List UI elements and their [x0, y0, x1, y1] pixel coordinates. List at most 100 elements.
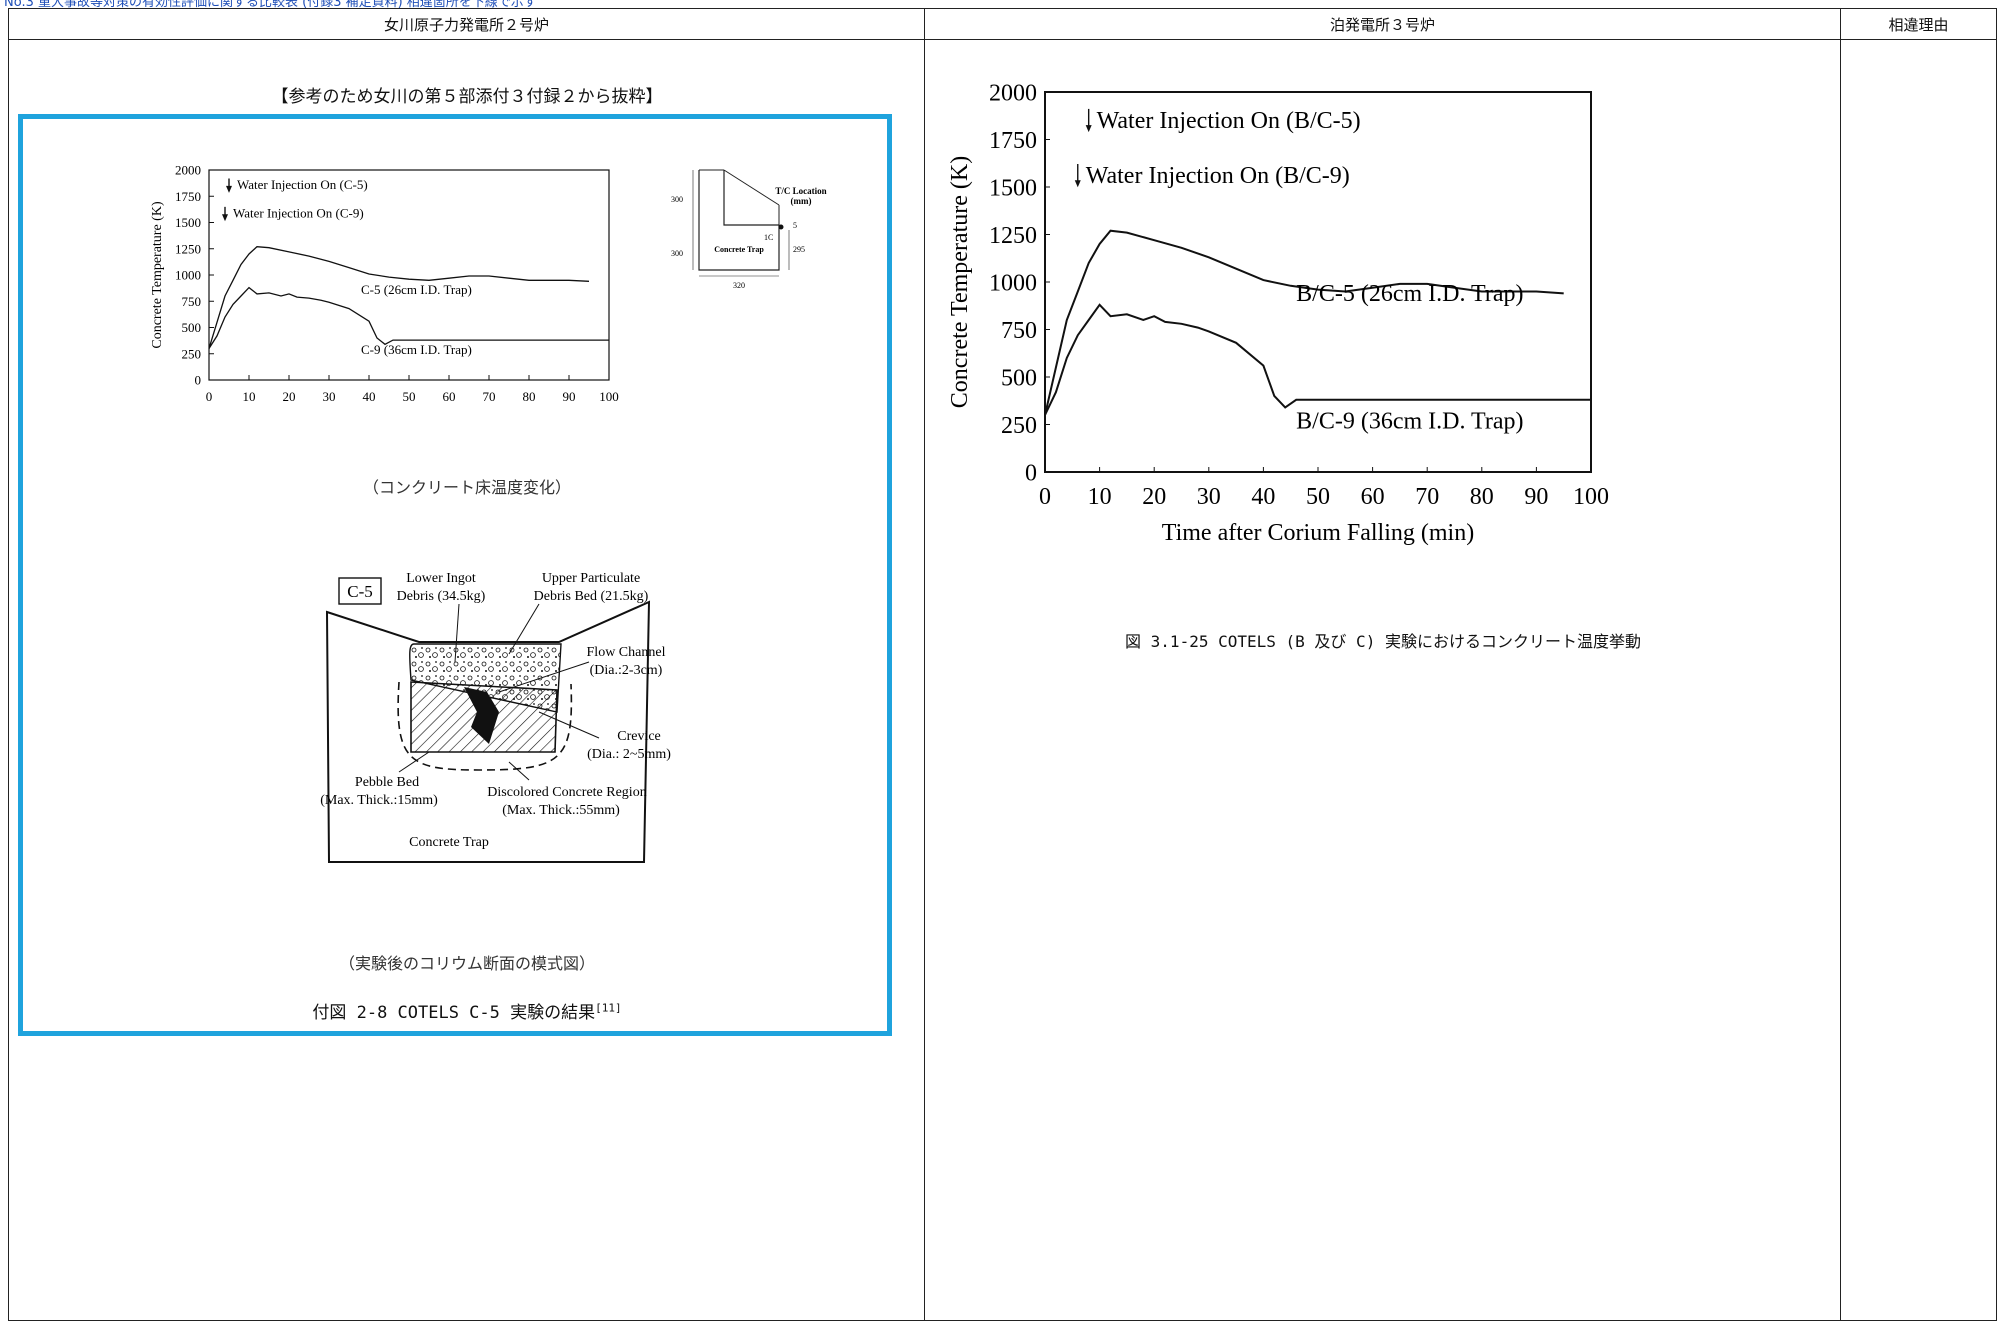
pebble-bed-label-1: Pebble Bed	[355, 775, 419, 790]
x-tick-label: 30	[1197, 484, 1221, 510]
tomari-figure-caption: 図 3.1-25 COTELS (B 及び C) 実験におけるコンクリート温度挙…	[1125, 632, 1641, 651]
crevice-label-2: (Dia.: 2~5mm)	[587, 747, 671, 762]
y-tick-label: 750	[182, 294, 202, 309]
y-tick-label: 2000	[989, 80, 1037, 106]
lower-ingot-label-2: Debris (34.5kg)	[397, 589, 486, 604]
x-tick-label: 90	[1524, 484, 1548, 510]
series-line-2	[208, 286, 609, 349]
corium-cross-section-schematic: C-5 Lower Ingot Debris (34.5kg) Upper Pa…	[320, 571, 671, 863]
x-tick-label: 10	[243, 389, 256, 404]
onagawa-figure-caption: 付図 2-8 COTELS C-5 実験の結果[11]	[9, 998, 925, 1023]
x-tick-label: 80	[1470, 484, 1494, 510]
y-tick-label: 0	[1025, 460, 1037, 486]
x-tick-label: 60	[1361, 484, 1385, 510]
x-tick-label: 60	[443, 389, 456, 404]
injection-annotation-1: Water Injection On (B/C-5)	[1097, 108, 1361, 134]
inset-title: T/C Location	[775, 186, 826, 196]
pebble-bed-label-2: (Max. Thick.:15mm)	[320, 793, 438, 808]
x-tick-label: 100	[1573, 484, 1609, 510]
inset-unit: (mm)	[791, 196, 812, 206]
x-tick-label: 20	[283, 389, 296, 404]
inset-tc-label: 1C	[764, 233, 773, 242]
x-tick-label: 70	[1415, 484, 1439, 510]
y-tick-label: 1250	[175, 241, 201, 256]
y-tick-label: 750	[1001, 318, 1037, 344]
excerpt-note: 【参考のため女川の第５部添付３付録２から抜粋】	[271, 87, 663, 107]
injection-arrowhead-1	[1085, 125, 1092, 133]
header-note-text: No.3 重大事故等対策の有効性評価に関する比較表 (付録3 補足資料) 相違箇…	[4, 0, 537, 8]
reason-cell	[1840, 39, 1997, 1321]
y-tick-label: 1750	[989, 128, 1037, 154]
y-tick-label: 0	[195, 373, 202, 388]
discolored-label-2: (Max. Thick.:55mm)	[502, 803, 620, 818]
x-tick-label: 30	[323, 389, 336, 404]
y-tick-label: 1750	[175, 189, 201, 204]
series-line-2	[1044, 303, 1591, 416]
series-line-1	[1044, 229, 1564, 416]
chart-caption: （コンクリート床温度変化）	[362, 478, 571, 497]
y-tick-label: 1250	[989, 223, 1037, 249]
inset-dim-320: 320	[733, 281, 745, 290]
y-tick-label: 250	[182, 346, 202, 361]
upper-particulate-label-2: Debris Bed (21.5kg)	[534, 589, 649, 604]
excerpt-highlight-box	[18, 114, 892, 1036]
inset-dim-300b: 300	[671, 249, 683, 258]
x-tick-label: 40	[1251, 484, 1275, 510]
y-tick-label: 500	[1001, 365, 1037, 391]
series-label-2: C-9 (36cm I.D. Trap)	[361, 342, 472, 357]
col-header-reason: 相違理由	[1840, 8, 1997, 40]
y-tick-label: 1500	[175, 215, 201, 230]
x-tick-label: 50	[1306, 484, 1330, 510]
tc-location-inset: T/C Location (mm) 300 300 5 295 320 1C C…	[671, 169, 827, 290]
x-tick-label: 90	[563, 389, 576, 404]
series-label-1: C-5 (26cm I.D. Trap)	[361, 282, 472, 297]
x-tick-label: 70	[483, 389, 496, 404]
injection-arrowhead-2	[1074, 180, 1081, 188]
injection-annotation-2: Water Injection On (B/C-9)	[1086, 163, 1350, 189]
y-tick-label: 1000	[175, 268, 201, 283]
col-header-tomari: 泊発電所３号炉	[924, 8, 1841, 40]
inset-trap-label: Concrete Trap	[714, 245, 764, 254]
crevice-label-1: Crevice	[617, 729, 661, 744]
tomari-cell: 0 10 20 30 40 50 60 70 80 90 100 0 250 500 750 1000 1250…	[924, 39, 1841, 1321]
onagawa-figure-caption-text: 付図 2-8 COTELS C-5 実験の結果	[312, 1003, 596, 1023]
flow-channel-label-2: (Dia.:2-3cm)	[590, 663, 663, 678]
x-tick-label: 80	[523, 389, 536, 404]
injection-annotation-1: Water Injection On (C-5)	[237, 177, 368, 192]
col-header-onagawa: 女川原子力発電所２号炉	[8, 8, 925, 40]
series-label-2: B/C-9 (36cm I.D. Trap)	[1296, 408, 1523, 434]
injection-arrowhead-1	[226, 185, 232, 193]
y-tick-label: 1500	[989, 175, 1037, 201]
table-header-row: 女川原子力発電所２号炉 泊発電所３号炉 相違理由	[8, 8, 1997, 40]
x-tick-label: 20	[1142, 484, 1166, 510]
schematic-tag: C-5	[347, 582, 373, 601]
onagawa-figure-caption-ref: [11]	[595, 1001, 622, 1015]
table-body-row: 【参考のため女川の第５部添付３付録２から抜粋】 0 10 20 30 40 50 60 70 8…	[8, 39, 1997, 1321]
x-tick-label: 40	[363, 389, 376, 404]
x-tick-label: 0	[206, 389, 213, 404]
x-tick-label: 10	[1088, 484, 1112, 510]
tomari-temperature-chart: 0 10 20 30 40 50 60 70 80 90 100025050075010001250…	[947, 80, 1609, 546]
y-tick-label: 2000	[175, 163, 201, 178]
injection-arrowhead-2	[222, 214, 228, 222]
y-axis-label: Concrete Temperature (K)	[150, 201, 165, 349]
x-tick-label: 0	[1039, 484, 1051, 510]
series-label-1: B/C-5 (26cm I.D. Trap)	[1296, 281, 1523, 307]
discolored-label-1: Discolored Concrete Region	[487, 785, 646, 800]
onagawa-temperature-chart: 0 10 20 30 40 50 60 70 80 90 100025050075010001250…	[150, 163, 619, 404]
x-tick-label: 50	[403, 389, 416, 404]
lower-ingot-label-1: Lower Ingot	[406, 571, 476, 586]
inset-dim-295: 295	[793, 245, 805, 254]
x-axis-label: Time after Corium Falling (min)	[1162, 520, 1474, 546]
flow-channel-label-1: Flow Channel	[587, 645, 666, 660]
schematic-caption: （実験後のコリウム断面の模式図）	[338, 954, 595, 973]
upper-particulate-label-1: Upper Particulate	[542, 571, 640, 586]
concrete-trap-label: Concrete Trap	[409, 835, 489, 850]
onagawa-cell: 【参考のため女川の第５部添付３付録２から抜粋】 0 10 20 30 40 50 60 70 8…	[8, 39, 925, 1321]
comparison-table: 女川原子力発電所２号炉 泊発電所３号炉 相違理由 【参考のため女川の第５部添付３…	[8, 8, 1997, 1321]
series-line-1	[208, 246, 590, 349]
injection-annotation-2: Water Injection On (C-9)	[233, 205, 364, 220]
y-tick-label: 1000	[989, 270, 1037, 296]
inset-dim-5: 5	[793, 221, 797, 230]
y-axis-label: Concrete Temperature (K)	[947, 156, 973, 408]
